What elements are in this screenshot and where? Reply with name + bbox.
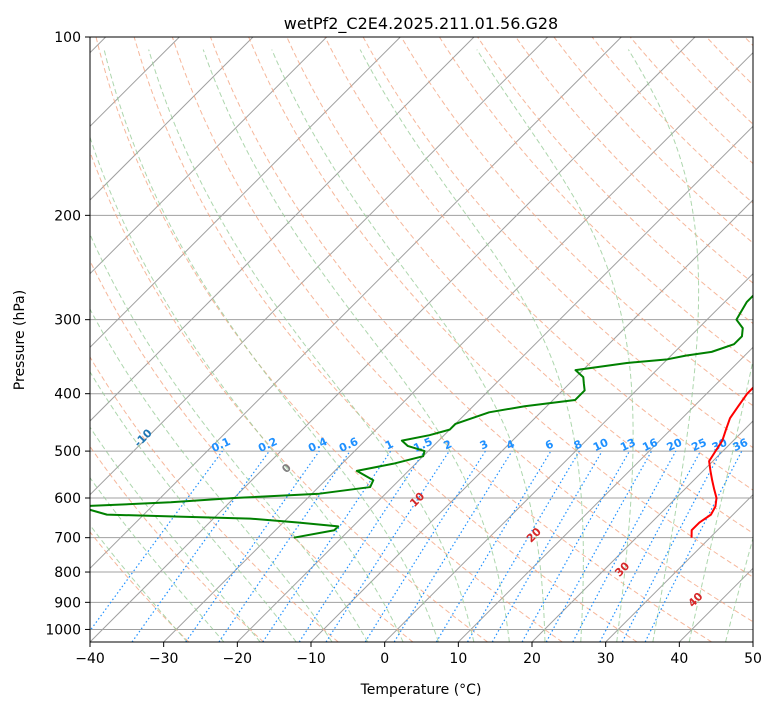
mixing-ratio-line <box>491 450 603 642</box>
isotherm-line <box>90 37 254 201</box>
isotherm-line <box>384 272 753 642</box>
dry-adiabat-line <box>400 37 753 407</box>
y-axis-title: Pressure (hPa) <box>12 290 28 390</box>
mixing-ratio-line <box>435 450 552 642</box>
isotherm-line <box>457 346 753 642</box>
moist-adiabat-line <box>202 49 510 642</box>
mixing-ratio-line <box>393 450 513 642</box>
mixing-ratio-line <box>521 450 631 642</box>
isotherm-line <box>90 37 622 570</box>
dry-adiabat-line <box>90 356 339 642</box>
moist-adiabat-line <box>148 49 475 642</box>
dry-adiabat-line <box>286 37 753 534</box>
y-tick-label: 700 <box>54 531 81 547</box>
y-tick-label: 800 <box>54 565 81 581</box>
y-tick-label: 100 <box>54 30 81 46</box>
mixing-ratio-line <box>545 450 653 642</box>
isotherm-line <box>236 125 753 642</box>
x-tick-label: 50 <box>744 651 762 667</box>
moist-adiabat-line <box>90 476 225 642</box>
mixing-ratio-label: 25 <box>689 436 708 454</box>
dewpoint-profile-line <box>90 294 753 539</box>
mixing-ratio-line <box>185 450 320 642</box>
mixing-ratio-label: 16 <box>640 436 660 454</box>
isotherm-line <box>605 493 753 642</box>
mixing-ratio-line <box>364 450 486 642</box>
mixing-ratio-line <box>572 450 677 642</box>
y-tick-label: 300 <box>54 313 81 329</box>
dry-adiabat-line <box>90 531 190 642</box>
background-lines <box>90 37 753 642</box>
moist-adiabat-line <box>476 49 634 642</box>
chart-title: wetPf2_C2E4.2025.211.01.56.G28 <box>284 14 558 34</box>
dry-adiabat-line <box>362 37 753 449</box>
axis-ticks: −40 −30 −20 −10 0 10 20 30 40 50 1000 900 800 700 600 5… <box>45 30 762 667</box>
dry-adiabat-line <box>90 150 488 642</box>
mixing-ratio-label: 10 <box>591 436 611 454</box>
moist-adiabat-line <box>725 536 753 642</box>
x-tick-label: −30 <box>149 651 179 667</box>
x-axis-title: Temperature (°C) <box>360 682 482 698</box>
dry-adiabat-line <box>210 37 753 623</box>
y-tick-label: 900 <box>54 595 81 611</box>
moist-adiabat-line <box>90 308 333 642</box>
mixing-ratio-label: 36 <box>731 436 751 454</box>
mixing-ratio-line <box>131 450 270 642</box>
mixing-ratio-line <box>466 450 580 642</box>
dry-adiabat-line <box>324 37 753 491</box>
x-tick-label: −40 <box>75 651 105 667</box>
moist-adiabat-line <box>90 233 369 642</box>
moist-adiabat-line <box>90 426 261 642</box>
moist-adiabat-line <box>90 524 188 642</box>
mixing-ratio-label: 13 <box>618 436 637 454</box>
y-tick-label: 400 <box>54 387 81 403</box>
x-tick-label: 20 <box>523 651 541 667</box>
profile-series <box>90 294 753 539</box>
moist-adiabat-line <box>90 370 297 642</box>
dry-adiabat-line <box>133 37 638 642</box>
plot-frame <box>89 36 754 643</box>
moist-adiabat-line <box>271 49 546 642</box>
x-tick-label: 10 <box>449 651 467 667</box>
temperature-profile-line <box>690 386 753 538</box>
x-tick-label: 40 <box>670 651 688 667</box>
isotherm-line <box>90 37 549 496</box>
x-tick-label: 0 <box>380 651 389 667</box>
mixing-ratio-line <box>90 450 223 632</box>
x-tick-label: −10 <box>296 651 326 667</box>
dry-adiabat-line <box>553 37 753 244</box>
y-tick-label: 200 <box>54 208 81 224</box>
isotherm-line <box>163 51 753 642</box>
dry-adiabat-line <box>439 37 753 366</box>
y-tick-label: 1000 <box>45 622 81 638</box>
dry-adiabat-line <box>171 37 712 642</box>
isotherm-line <box>90 37 475 422</box>
x-tick-label: 30 <box>597 651 615 667</box>
mixing-ratio-line <box>325 450 450 642</box>
isotherm-line <box>90 37 696 642</box>
dry-adiabat-line <box>248 37 753 578</box>
x-tick-label: −20 <box>223 651 253 667</box>
isotherm-line <box>90 37 328 275</box>
mixing-ratio-label: 20 <box>665 436 685 454</box>
isotherm-line <box>90 37 401 349</box>
mixing-ratio-line <box>218 450 351 642</box>
y-tick-label: 500 <box>54 444 81 460</box>
dry-adiabat-line <box>90 259 414 642</box>
isotherm-line <box>531 420 753 642</box>
dry-adiabat-line <box>591 37 753 204</box>
moist-adiabat-line <box>627 49 700 642</box>
moist-adiabat-line <box>688 358 753 642</box>
dry-adiabat-line <box>477 37 753 325</box>
moist-adiabat-line <box>103 49 439 642</box>
y-tick-label: 600 <box>54 491 81 507</box>
